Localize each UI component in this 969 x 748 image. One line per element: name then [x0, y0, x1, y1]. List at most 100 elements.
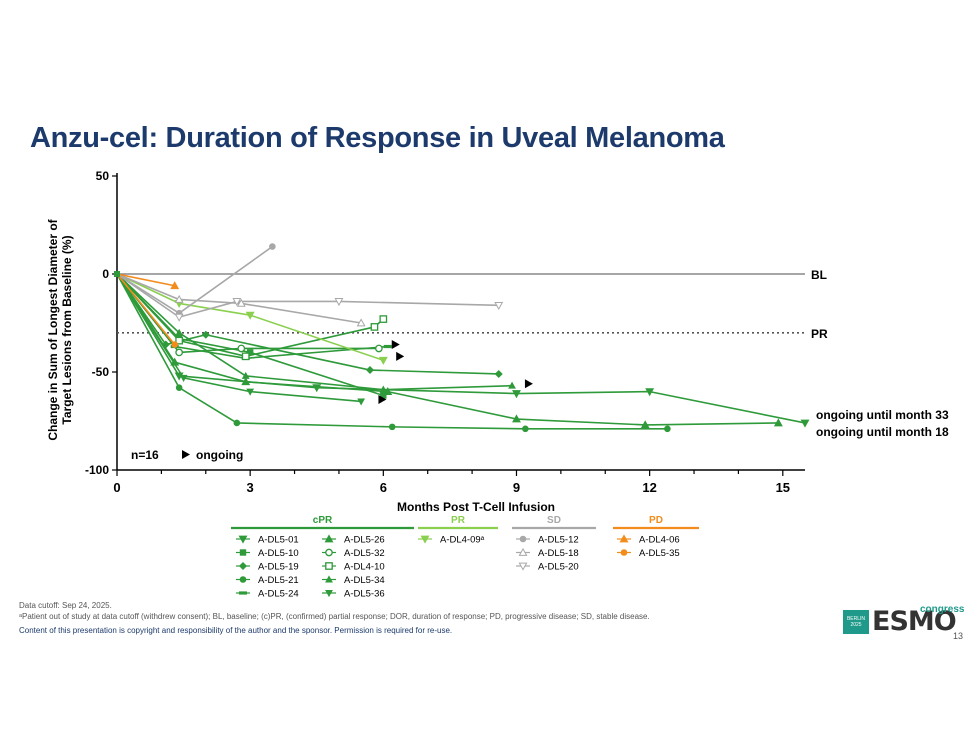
legend-marker-A-DL5-34 [325, 575, 333, 583]
data-point-A-DL4-09ᵃ [245, 311, 255, 320]
data-point-A-DL5-34 [508, 381, 516, 389]
duration-of-response-chart: 50 0 -50 -100 0 3 6 9 12 15 Months Post T-Cell Inf… [46, 169, 949, 600]
data-point-A-DL5-01 [312, 384, 322, 393]
data-point-A-DL5-18 [356, 318, 366, 327]
y-axis-label: Change in Sum of Longest Diameter ofTarg… [46, 218, 74, 440]
data-point-A-DL5-21 [388, 423, 396, 431]
legend-marker-A-DL4-06 [619, 534, 629, 543]
data-point-A-DL5-21 [175, 384, 183, 391]
legend-label-A-DL5-35: A-DL5-35 [639, 548, 680, 559]
data-point-A-DL5-36 [357, 398, 366, 406]
data-point-A-DL4-09ᵃ [378, 356, 388, 365]
data-point-A-DL5-34 [379, 385, 388, 393]
data-point-A-DL5-36 [179, 374, 188, 382]
x-axis-label: Months Post T-Cell Infusion [397, 500, 555, 514]
legend-marker-A-DL5-36 [325, 590, 333, 598]
x-tick-label: 15 [776, 480, 790, 495]
legend-label-A-DL5-01: A-DL5-01 [258, 535, 299, 546]
legend-marker-A-DL5-01 [238, 535, 248, 544]
legend-label-A-DL4-09ᵃ: A-DL4-09ᵃ [440, 535, 485, 546]
data-point-A-DL5-26 [512, 414, 521, 423]
data-point-A-DL5-18 [236, 298, 246, 307]
data-point-A-DL5-10 [380, 392, 387, 399]
legend-label-A-DL4-06: A-DL4-06 [639, 535, 680, 546]
data-point-A-DL5-32 [375, 344, 383, 353]
legend-marker-A-DL5-12 [519, 535, 527, 543]
data-point-A-DL5-34 [241, 371, 250, 379]
page-number: 13 [953, 631, 964, 641]
series-line-A-DL4-06 [116, 273, 175, 287]
data-point-A-DL5-26 [773, 418, 783, 427]
data-point-A-DL4-10 [379, 315, 388, 323]
data-point-A-DL4-06 [170, 281, 180, 290]
data-point-A-DL5-18 [174, 294, 184, 303]
logo-badge-city: BERLIN [846, 616, 866, 622]
x-tick-label: 6 [380, 480, 387, 495]
data-point-A-DL5-36 [246, 388, 255, 396]
data-point-A-DL5-01 [645, 388, 655, 397]
legend-group-cPR: cPR [313, 515, 333, 526]
data-point-A-DL5-20 [334, 298, 344, 307]
data-point-A-DL5-32 [175, 348, 183, 357]
data-point-A-DL5-20 [174, 313, 184, 322]
data-point-A-DL5-01 [512, 390, 521, 399]
legend-marker-A-DL5-21 [239, 576, 247, 583]
series-line-A-DL5-36 [116, 273, 362, 403]
data-point-A-DL5-21 [522, 425, 529, 433]
data-point-A-DL5-24 [383, 344, 392, 349]
legend-label-A-DL5-10: A-DL5-10 [258, 548, 299, 559]
data-point-A-DL5-35 [171, 341, 179, 348]
series-markers [114, 243, 810, 433]
legend: cPR A-DL5-01 A-DL5-10 A-DL5-19 A-DL5-21 A-DL5… [231, 515, 699, 600]
ongoing-33-annotation: ongoing until month 33 [816, 408, 949, 422]
ongoing-legend-label: ongoing [196, 448, 243, 462]
reference-lines: BL PR [117, 268, 828, 341]
legend-label-A-DL5-20: A-DL5-20 [538, 562, 579, 573]
data-point-A-DL5-19 [161, 340, 170, 349]
legend-label-A-DL5-24: A-DL5-24 [258, 589, 299, 600]
data-point-A-DL5-34 [175, 328, 184, 336]
n-annotation: n=16 [131, 448, 159, 462]
data-point-A-DL5-19 [201, 330, 210, 339]
legend-group-SD: SD [547, 515, 561, 526]
esmo-congress-logo: BERLIN 2025 ESMO congress [843, 604, 964, 637]
annotations: n=16 ongoing ongoing until month 33 ongoing… [131, 340, 949, 462]
reference-label-pr: PR [811, 327, 828, 341]
data-point-A-DL4-10 [370, 323, 379, 331]
data-point-A-DL4-10 [241, 352, 250, 361]
legend-marker-A-DL4-09ᵃ [420, 535, 430, 544]
abbreviations-note: ᵃPatient out of study at data cutoff (wi… [19, 612, 650, 621]
logo-suffix: congress [920, 604, 965, 615]
data-point-A-DL5-26 [241, 377, 251, 386]
legend-marker-A-DL4-10 [325, 562, 333, 570]
chart-axes: 50 0 -50 -100 0 3 6 9 12 15 Months Post T-Cell Inf… [46, 169, 805, 514]
data-point-A-DL5-32 [237, 344, 246, 353]
legend-marker-A-DL5-10 [239, 549, 247, 556]
series-line-A-DL5-01 [116, 273, 806, 424]
legend-marker-A-DL5-24 [239, 591, 247, 595]
y-tick-label: -100 [85, 463, 109, 477]
legend-group-PD: PD [649, 515, 663, 526]
legend-marker-A-DL5-19 [239, 562, 247, 570]
logo-badge-year: 2025 [850, 622, 862, 628]
data-point-A-DL5-26 [170, 357, 180, 366]
data-point-A-DL5-10 [246, 349, 254, 356]
legend-label-A-DL4-10: A-DL4-10 [344, 562, 385, 573]
ongoing-18-annotation: ongoing until month 18 [816, 425, 949, 439]
series-line-A-DL5-35 [116, 273, 176, 346]
series-line-A-DL4-09ᵃ [116, 273, 384, 361]
ongoing-arrow [396, 351, 405, 361]
legend-marker-A-DL5-20 [518, 562, 528, 571]
legend-marker-A-DL5-35 [620, 549, 628, 556]
y-tick-label: 50 [96, 169, 110, 183]
legend-marker-A-DL5-32 [325, 548, 333, 557]
data-point-A-DL5-12 [269, 243, 276, 250]
data-cutoff-note: Data cutoff: Sep 24, 2025. [19, 601, 112, 610]
reference-label-bl: BL [811, 268, 827, 282]
logo-badge: BERLIN 2025 [843, 610, 869, 634]
data-point-A-DL5-19 [366, 366, 375, 375]
copyright-note: Content of this presentation is copyrigh… [19, 626, 453, 635]
x-tick-label: 9 [513, 480, 520, 495]
ongoing-arrow [378, 394, 387, 404]
page-title: Anzu-cel: Duration of Response in Uveal … [30, 122, 725, 154]
